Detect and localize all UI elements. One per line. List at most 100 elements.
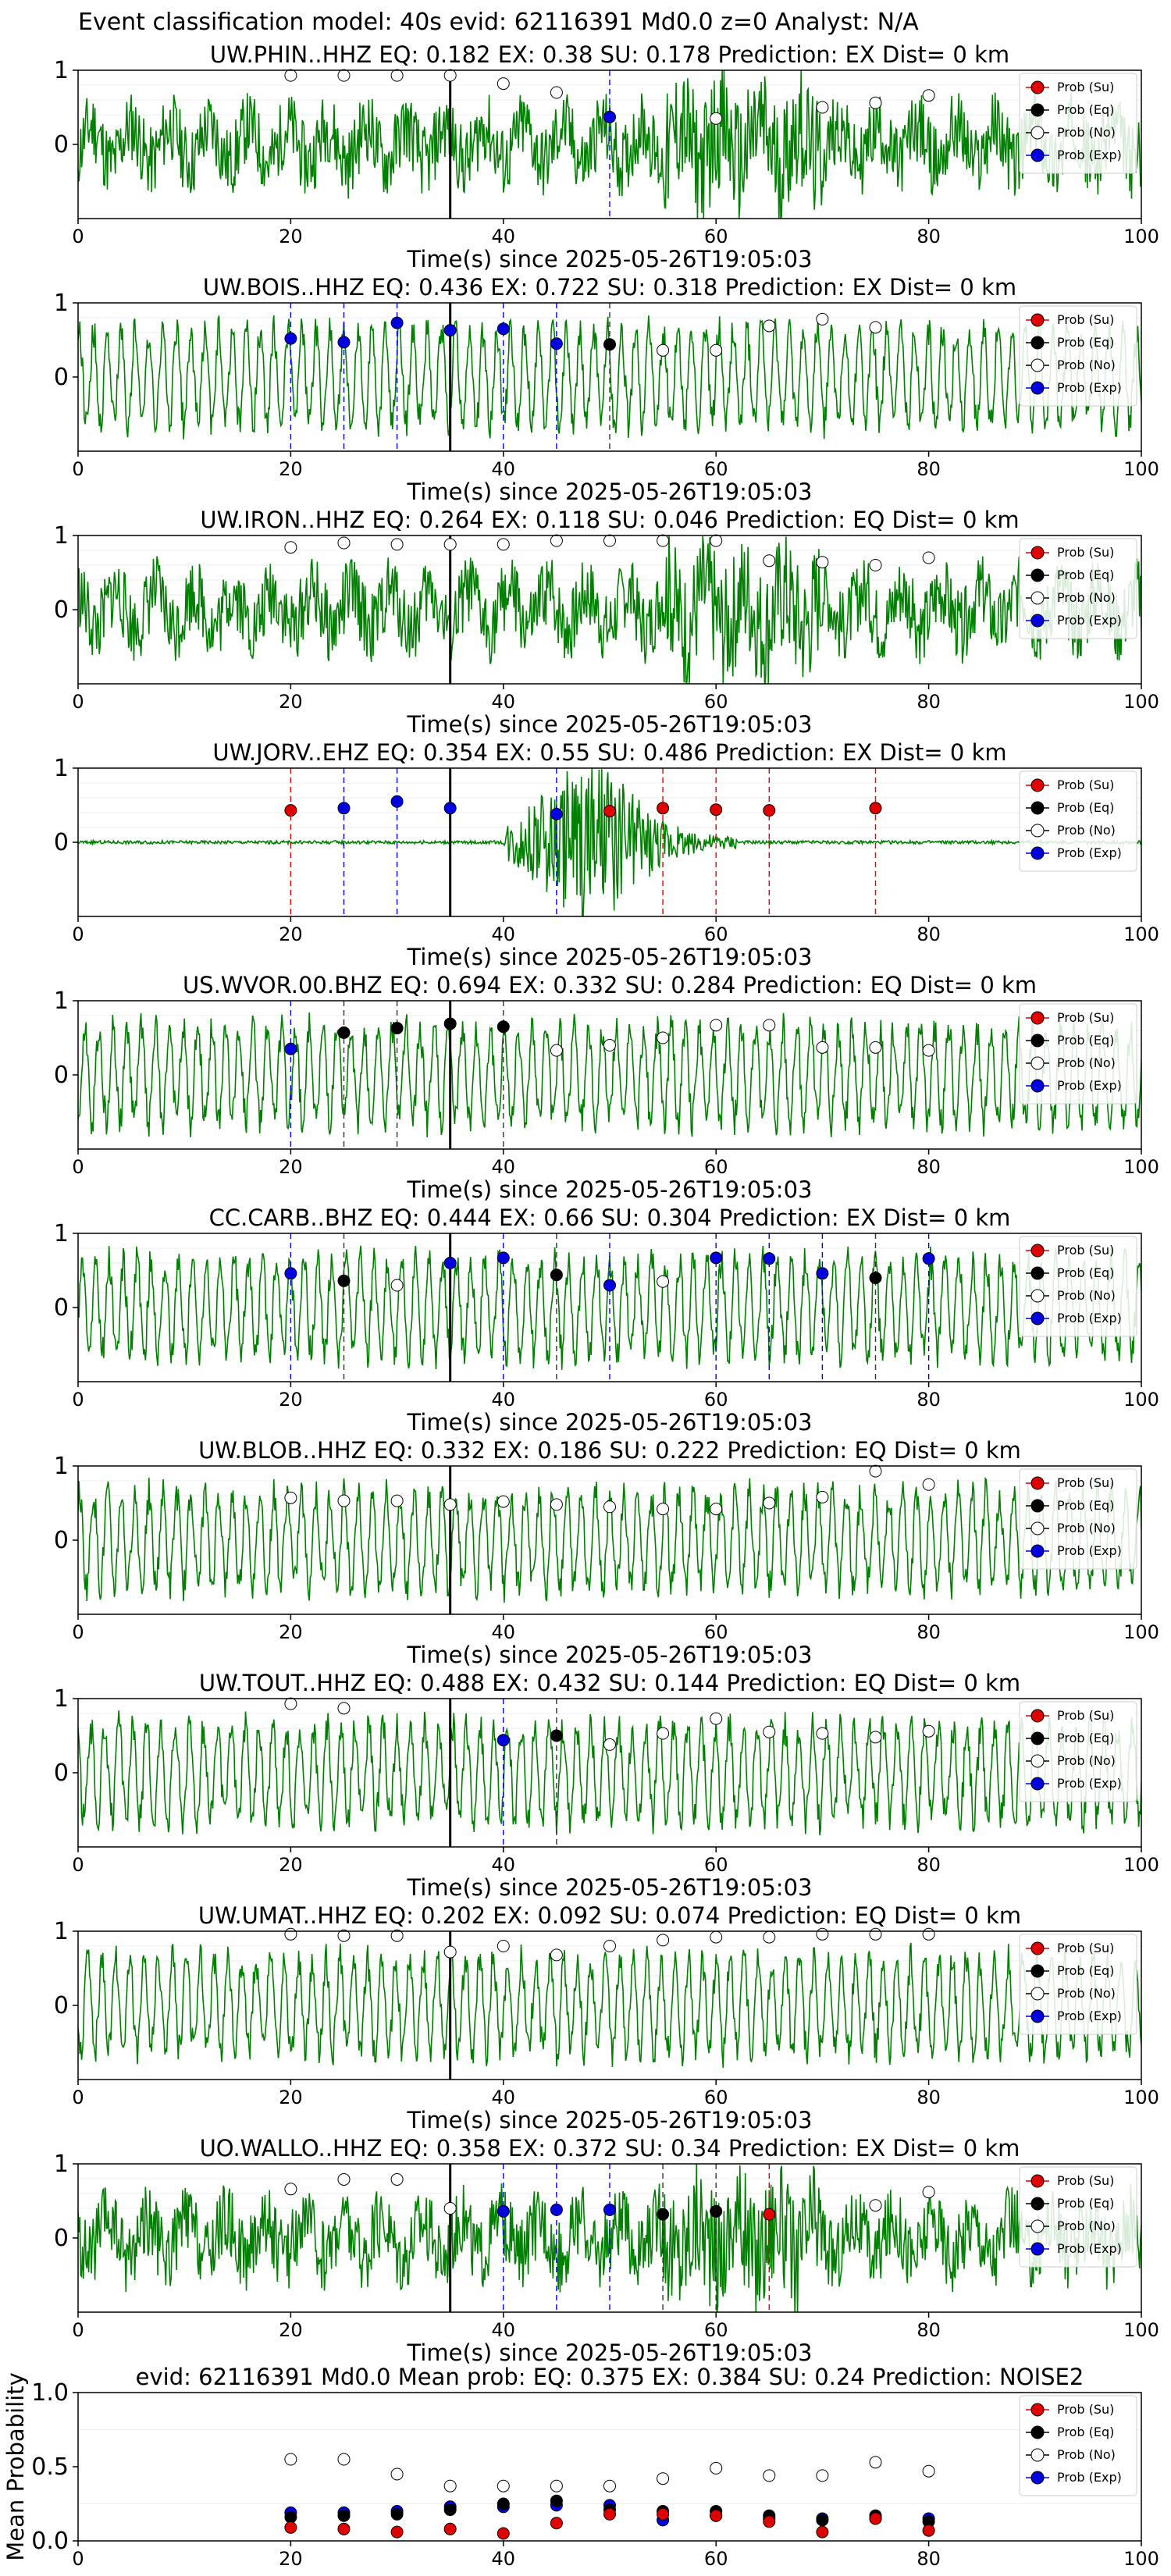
panel-10: UO.WALLO..HHZ EQ: 0.358 EX: 0.372 SU: 0.…: [54, 2135, 1159, 2366]
noise-prob-point: [390, 2172, 404, 2186]
x-tick-label: 100: [1123, 2087, 1159, 2108]
figure-suptitle: Event classification model: 40s evid: 62…: [78, 9, 919, 36]
panel-title: UW.UMAT..HHZ EQ: 0.202 EX: 0.092 SU: 0.0…: [198, 1902, 1021, 1929]
exp-prob-point: [337, 802, 351, 815]
mean-su-point: [497, 2527, 510, 2540]
panel-frame: [77, 1233, 1142, 1382]
mean-su-point: [763, 2515, 776, 2528]
y-tick-label: 0: [54, 1992, 69, 2019]
legend-label: Prob (Exp): [1057, 2008, 1122, 2023]
x-tick-label: 100: [1123, 2319, 1159, 2341]
x-axis-label: Time(s) since 2025-05-26T19:05:03: [407, 246, 813, 272]
noise-prob-point: [550, 1498, 563, 1511]
x-tick-label: 0: [72, 2548, 84, 2570]
mean-eq-point: [550, 2494, 563, 2507]
legend-marker: [1030, 1056, 1045, 1070]
noise-prob-point: [816, 1041, 829, 1054]
legend-marker: [1030, 1731, 1045, 1745]
su-prob-point: [763, 2208, 776, 2221]
x-axis-label: Time(s) since 2025-05-26T19:05:03: [407, 944, 813, 970]
mean-su-point: [869, 2512, 882, 2525]
legend-box: [1019, 1701, 1137, 1802]
mean-eq-point: [497, 2497, 510, 2510]
panel-title: UW.PHIN..HHZ EQ: 0.182 EX: 0.38 SU: 0.17…: [210, 41, 1009, 68]
x-tick-label: 80: [917, 458, 941, 480]
legend-label: Prob (Su): [1057, 1010, 1114, 1025]
noise-prob-point: [763, 1496, 776, 1510]
eq-prob-point: [497, 1020, 510, 1034]
noise-prob-point: [869, 1464, 882, 1478]
x-axis-label: Time(s) since 2025-05-26T19:05:03: [407, 1874, 813, 1901]
x-tick-label: 100: [1123, 226, 1159, 247]
legend-marker: [1030, 614, 1045, 628]
mean-eq-point: [816, 2514, 829, 2527]
waveform-trace: [78, 768, 1141, 916]
noise-prob-point: [337, 1702, 351, 1715]
x-axis-label: Time(s) since 2025-05-26T19:05:03: [407, 1176, 813, 1203]
y-tick-label: 0: [54, 596, 69, 624]
legend-marker: [1030, 80, 1045, 94]
x-tick-label: 60: [704, 923, 728, 945]
exp-prob-point: [550, 2203, 563, 2216]
panel-title: UW.JORV..EHZ EQ: 0.354 EX: 0.55 SU: 0.48…: [212, 739, 1006, 766]
noise-prob-point: [284, 2183, 297, 2196]
x-tick-label: 20: [279, 691, 303, 713]
noise-prob-point: [337, 536, 351, 550]
noise-prob-point: [390, 1494, 404, 1507]
legend-marker: [1030, 2242, 1045, 2256]
legend-marker: [1030, 546, 1045, 560]
x-tick-label: 20: [279, 1854, 303, 1876]
legend-label: Prob (Eq): [1057, 2425, 1114, 2439]
legend-marker: [1030, 1079, 1045, 1093]
panel-title: US.WVOR.00.BHZ EQ: 0.694 EX: 0.332 SU: 0…: [183, 972, 1037, 998]
x-tick-label: 0: [72, 1621, 84, 1643]
y-tick-label: 0: [54, 1062, 69, 1089]
legend-label: Prob (Eq): [1057, 1963, 1114, 1978]
legend-label: Prob (Eq): [1057, 335, 1114, 350]
legend-marker: [1030, 103, 1045, 117]
exp-prob-point: [390, 795, 404, 808]
mean-noise-point: [497, 2479, 510, 2492]
x-tick-label: 80: [917, 691, 941, 713]
x-tick-label: 100: [1123, 1621, 1159, 1643]
legend-box: [1019, 305, 1137, 407]
noise-prob-point: [550, 86, 563, 99]
x-tick-label: 40: [492, 458, 516, 480]
noise-prob-point: [657, 1031, 670, 1044]
mean-noise-point: [284, 2453, 297, 2466]
legend-marker: [1030, 336, 1045, 350]
x-axis-label: Time(s) since 2025-05-26T19:05:03: [407, 1642, 813, 1668]
panel-1: UW.PHIN..HHZ EQ: 0.182 EX: 0.38 SU: 0.17…: [54, 41, 1159, 272]
noise-prob-point: [550, 1044, 563, 1057]
noise-prob-point: [443, 538, 457, 551]
panel-frame: [77, 2163, 1142, 2313]
legend-box: [1019, 1236, 1137, 1337]
legend-label: Prob (No): [1057, 1753, 1116, 1768]
legend-label: Prob (Su): [1057, 2173, 1114, 2188]
x-tick-label: 0: [72, 691, 84, 713]
noise-prob-point: [816, 1490, 829, 1503]
waveform-trace: [78, 1710, 1141, 1836]
exp-prob-point: [603, 110, 616, 123]
x-tick-label: 60: [704, 1621, 728, 1643]
x-tick-label: 0: [72, 2087, 84, 2108]
legend-marker: [1030, 1941, 1045, 1955]
x-tick-label: 80: [917, 2548, 941, 2570]
x-tick-label: 80: [917, 923, 941, 945]
legend-label: Prob (Exp): [1057, 2241, 1122, 2256]
x-tick-label: 80: [917, 226, 941, 247]
noise-prob-point: [869, 2199, 882, 2212]
noise-prob-point: [603, 534, 616, 547]
legend-label: Prob (Su): [1057, 1941, 1114, 1955]
exp-prob-point: [443, 324, 457, 337]
mean-eq-point: [443, 2503, 457, 2517]
x-tick-label: 100: [1123, 1389, 1159, 1411]
y-tick-label: 1: [54, 1685, 69, 1713]
noise-prob-point: [869, 1927, 882, 1941]
noise-prob-point: [603, 1039, 616, 1051]
mean-su-point: [710, 2509, 723, 2522]
panel-7: UW.BLOB..HHZ EQ: 0.332 EX: 0.186 SU: 0.2…: [54, 1437, 1159, 1668]
y-tick-label: 1: [54, 987, 69, 1015]
y-tick-label: 0: [54, 1294, 69, 1322]
panel-frame: [77, 1698, 1142, 1848]
